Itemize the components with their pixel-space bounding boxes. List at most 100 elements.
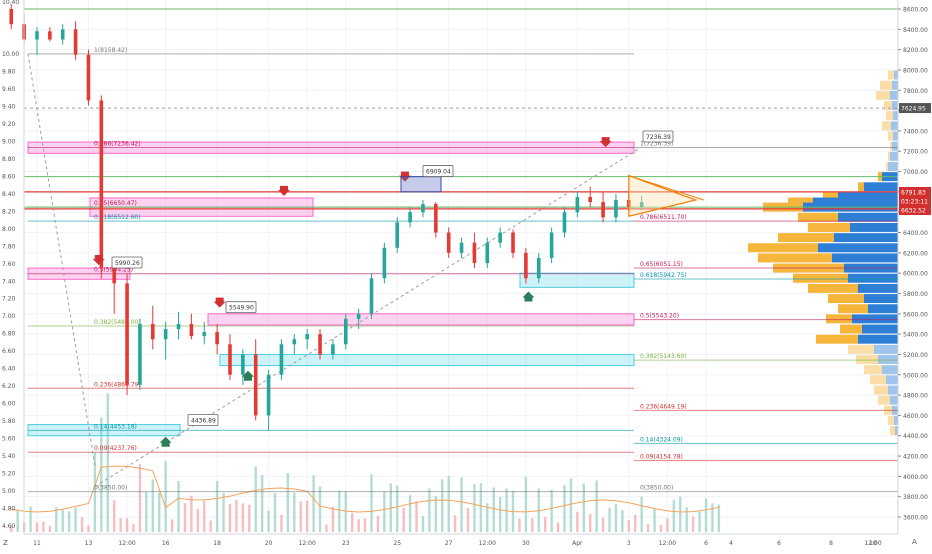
candle-body [524,252,528,279]
currency-label: A [912,538,917,546]
left-tick-label: 5.80 [2,418,16,425]
profile-bar-up [886,161,888,171]
profile-bar-down [892,101,898,111]
volume-bar [383,491,386,532]
volume-bar [93,452,97,532]
volume-bar [106,393,109,532]
x-tick-label: 13 [85,540,93,547]
volume-bar [318,486,322,532]
left-tick-label: 6.20 [2,383,16,390]
profile-bar-up [778,233,834,243]
volume-bar [531,518,534,532]
volume-bar [595,480,598,532]
volume-bar [119,517,122,532]
volume-bar [402,507,405,532]
candle-body [99,100,104,269]
volume-ma-line [11,465,720,513]
volume-bar [312,475,315,532]
volume-bar [331,506,335,532]
volume-bar [286,473,290,532]
candle-body [228,344,232,375]
profile-bar-up [828,294,864,304]
profile-bar-down [864,294,898,304]
left-tick-label: 9.80 [2,68,16,75]
candle-body [35,31,39,40]
profile-bar-up [878,395,890,405]
left-tick-label: 5.20 [2,471,16,478]
volume-bar [408,495,412,532]
fib-label: 0.09(4237.76) [94,445,137,452]
volume-bar [190,495,193,532]
left-tick-label: 8.80 [2,156,16,163]
volume-bar [164,461,167,532]
candlesticks[interactable] [9,3,644,431]
profile-bar-down [858,334,898,344]
callout-label: 5990.26 [115,260,140,267]
x-tick-label: 4 [729,540,733,547]
candle-body [292,339,297,345]
volume-bar [466,507,470,532]
left-tick-label: 8.00 [2,226,16,233]
left-tick-label: 7.40 [2,278,16,285]
volume-bar [569,478,573,532]
volume-bar [672,499,676,532]
volume-bar [518,518,521,532]
volume-bar [132,523,135,532]
volume-bar [614,503,618,532]
volume-bar [10,525,13,532]
candle-body [215,332,219,345]
volume-bar [254,466,257,532]
volume-bar [80,517,84,532]
profile-bar-down [848,273,898,283]
left-tick-label: 4.60 [2,523,16,530]
volume-bar [415,501,418,532]
profile-bar-up [888,131,893,141]
candle-body [408,212,412,223]
volume-bar [563,485,566,532]
volume-bar [717,504,721,532]
candle-body [163,329,168,340]
volume-bar [524,476,528,532]
fib-label: 0.09(4154.78) [640,454,683,461]
candle-body [73,29,78,55]
left-tick-label: 9.20 [2,121,16,128]
x-tick-label: 12:00 [864,540,881,547]
left-axis: 10.40 10.00 9.80 9.60 9.40 9.20 9.00 8.80 8.60 8.… [2,0,25,534]
profile-bar-down [894,70,898,80]
profile-bar-down [838,192,898,202]
candle-body [356,313,361,319]
left-tick-label: 7.00 [2,313,16,320]
candle-body [601,202,605,218]
x-tick-label: 18 [213,540,221,547]
volume-bar [711,503,714,532]
volume-bar [479,483,483,532]
x-tick-label: 16 [162,540,170,547]
volume-bar [473,484,476,532]
price-badge-label: 03:23:11 [901,199,928,206]
profile-bar-up [808,283,858,293]
volume-bar [305,500,309,532]
volume-bar [48,525,52,532]
profile-bar-up [808,222,850,232]
sell-arrow-icon [92,254,105,265]
candle-body [318,334,322,355]
x-tick-label: 30 [522,540,530,547]
right-tick-label: 3800.00 [903,494,928,501]
price-badge-label: 7624.95 [901,106,926,113]
fib-label: 0.65(6051.15) [640,261,683,268]
profile-bar-down [882,365,898,375]
profile-bar-down [818,243,898,253]
left-tick-label: 6.00 [2,401,16,408]
callout-box [642,130,674,143]
volume-bar [235,499,238,532]
volume-bar [241,503,245,532]
left-tick-label: 9.40 [2,103,16,110]
candle-body [60,29,65,40]
candle-body [138,323,142,385]
profile-bar-up [838,304,868,314]
buy-arrow-icon [159,436,172,447]
volume-bar [351,513,354,532]
right-axis: 8600.008400.008200.008000.007800.007600.… [897,0,931,546]
volume-bar [653,508,656,532]
